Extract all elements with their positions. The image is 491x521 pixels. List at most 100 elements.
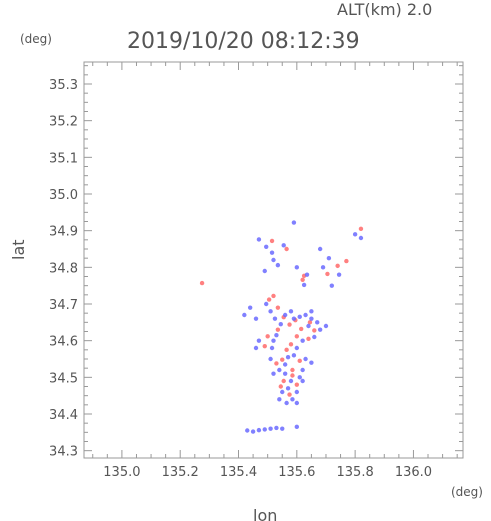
data-point [320, 265, 326, 270]
data-point [326, 255, 332, 261]
data-point [352, 232, 358, 237]
data-point [300, 378, 305, 384]
data-point [300, 277, 305, 282]
data-point [280, 357, 285, 362]
data-point [285, 386, 291, 391]
data-point [256, 237, 262, 242]
data-point [294, 334, 300, 339]
data-point [282, 312, 288, 318]
axis-ticks: 135.0 135.2 135.4 135.6 135.8 136.0 34.3 34.4 34… [49, 62, 463, 480]
data-point [309, 360, 314, 365]
data-point [199, 280, 205, 286]
data-point [290, 373, 295, 378]
data-points [199, 220, 364, 434]
data-point [278, 321, 283, 327]
data-point [268, 426, 273, 431]
data-point [256, 338, 262, 343]
data-point [291, 353, 297, 358]
data-point [274, 361, 279, 366]
data-point [272, 316, 278, 321]
data-point [281, 243, 286, 248]
x-unit-label: (deg) [451, 485, 483, 499]
data-point [329, 283, 335, 288]
data-point [294, 265, 300, 270]
data-point [312, 328, 317, 333]
data-point [280, 426, 285, 431]
altitude-label: ALT(km) 2.0 [337, 0, 432, 19]
data-point [282, 371, 288, 376]
data-point [306, 336, 311, 342]
y-tick-label: 35.0 [49, 188, 78, 203]
data-point [297, 375, 302, 380]
data-point [288, 309, 294, 314]
data-point [262, 268, 267, 274]
data-point [278, 384, 283, 389]
y-tick-label: 34.7 [49, 298, 78, 313]
data-point [264, 301, 269, 307]
data-point [306, 323, 311, 329]
y-axis-label: lat [9, 239, 28, 260]
data-point [284, 246, 289, 252]
data-point [323, 323, 329, 329]
data-point [288, 342, 294, 347]
x-tick-label: 135.6 [278, 465, 315, 480]
y-unit-label: (deg) [20, 32, 52, 46]
data-point [253, 316, 259, 321]
data-point [242, 312, 247, 318]
data-point [291, 316, 297, 321]
data-point [294, 400, 300, 406]
data-point [358, 235, 364, 241]
y-tick-label: 34.5 [49, 371, 78, 386]
data-point [284, 400, 289, 406]
data-point [247, 305, 253, 310]
data-point [284, 347, 289, 353]
data-point [297, 314, 302, 320]
data-point [256, 427, 262, 433]
x-tick-label: 135.2 [162, 465, 199, 480]
data-point [275, 305, 281, 310]
data-point [269, 250, 275, 255]
data-point [271, 257, 276, 263]
data-point [344, 258, 349, 264]
data-point [277, 397, 282, 402]
data-point [309, 309, 314, 314]
x-tick-label: 135.8 [337, 465, 374, 480]
data-point [280, 389, 285, 395]
data-point [317, 327, 323, 332]
data-point [288, 378, 294, 384]
data-point [336, 272, 342, 277]
data-point [304, 272, 310, 277]
y-tick-label: 34.8 [49, 261, 78, 276]
data-point [265, 334, 270, 339]
x-tick-label: 136.0 [395, 465, 432, 480]
data-point [250, 429, 256, 434]
data-point [268, 309, 273, 314]
data-point [325, 271, 330, 277]
y-tick-label: 35.1 [49, 151, 78, 166]
data-point [298, 326, 304, 332]
data-point [307, 320, 313, 325]
y-tick-label: 35.2 [49, 115, 78, 130]
data-point [300, 367, 305, 373]
data-point [245, 428, 250, 433]
data-point [303, 312, 308, 318]
data-point [290, 397, 295, 402]
y-tick-label: 34.9 [49, 225, 78, 240]
data-point [287, 322, 292, 327]
data-point [271, 293, 276, 299]
data-point [300, 338, 305, 343]
plot-frame [83, 61, 464, 459]
y-tick-label: 34.4 [49, 408, 78, 423]
data-point [290, 367, 295, 373]
chart-title: 2019/10/20 08:12:39 [127, 29, 360, 54]
x-tick-label: 135.0 [103, 465, 140, 480]
data-point [271, 338, 276, 343]
x-tick-label: 135.4 [220, 465, 257, 480]
data-point [253, 345, 259, 351]
data-point [266, 297, 272, 302]
data-point [274, 332, 279, 338]
data-point [287, 392, 292, 397]
data-point [309, 316, 314, 321]
data-point [275, 327, 281, 332]
